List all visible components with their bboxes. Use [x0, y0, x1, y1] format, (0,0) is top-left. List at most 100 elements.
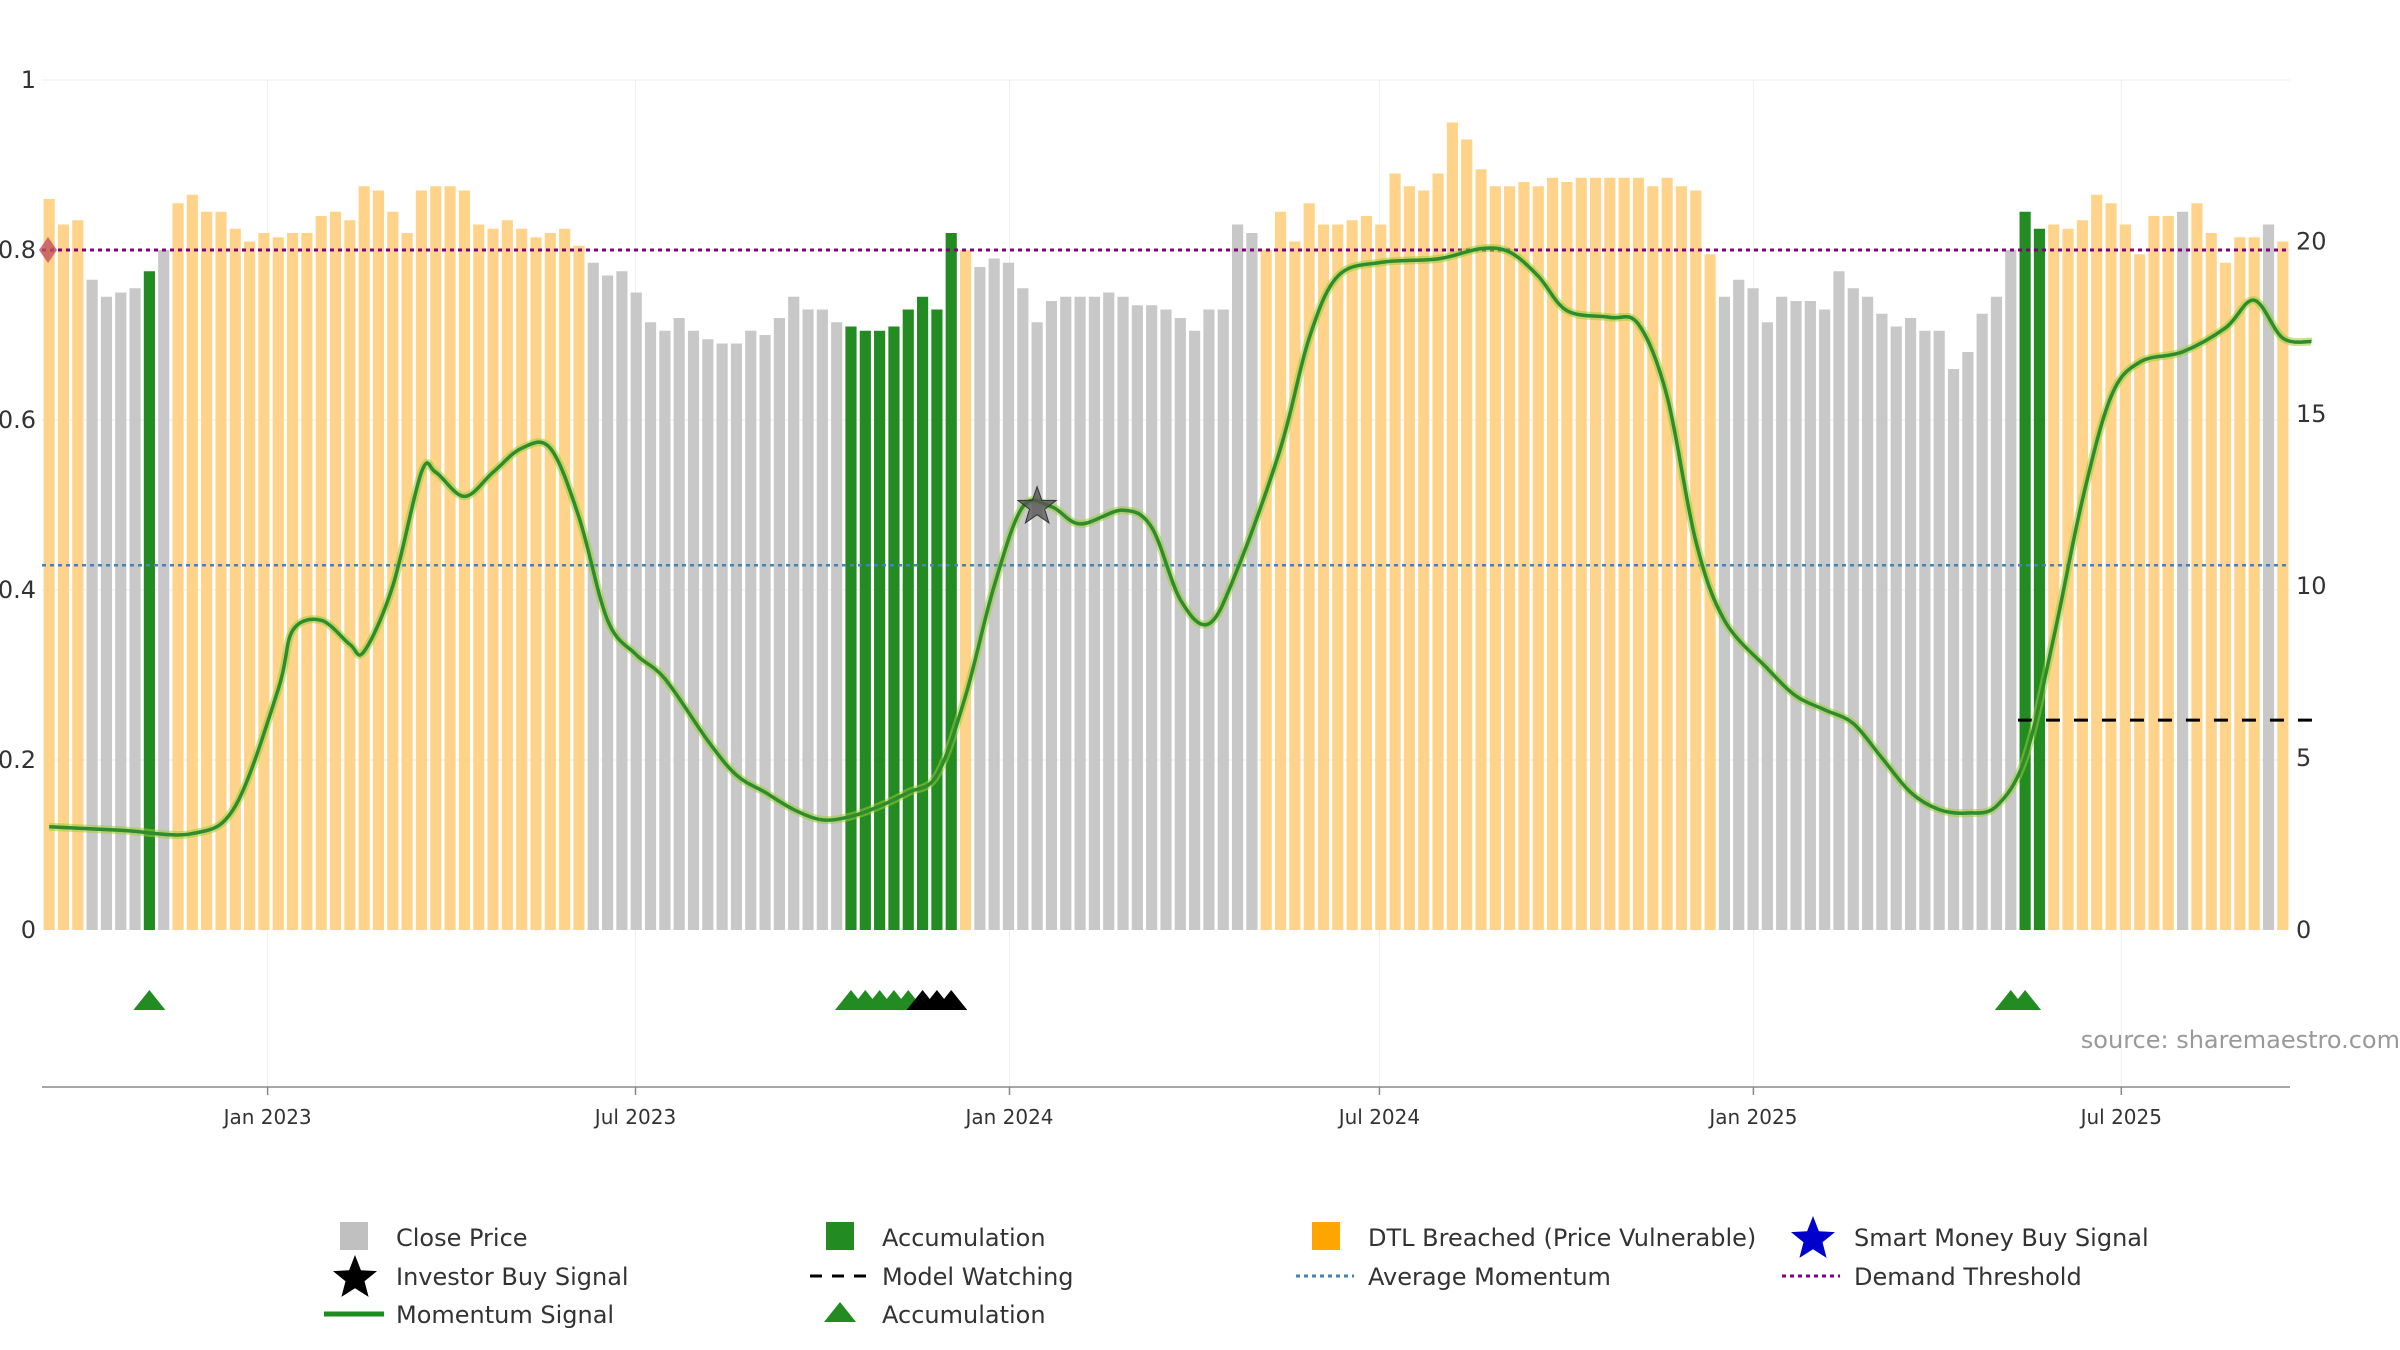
price-bar [1632, 177, 1645, 930]
price-bar [1675, 186, 1688, 930]
price-bar [1547, 177, 1559, 930]
price-bar [358, 186, 370, 930]
price-bar [1360, 216, 1373, 930]
price-bar [1776, 296, 1788, 930]
price-bar [759, 335, 771, 930]
x-axis-tick-label: Jan 2023 [222, 1105, 312, 1129]
price-bar [2033, 228, 2046, 930]
price-bar [716, 343, 728, 930]
legend-accumulation-triangle-icon [824, 1302, 856, 1322]
price-bar [2162, 216, 2174, 930]
price-bar [587, 262, 599, 930]
price-bar [1819, 309, 1831, 930]
price-bar [1518, 182, 1530, 930]
price-bar [129, 288, 141, 930]
price-bar [745, 330, 757, 930]
price-bar [959, 250, 972, 930]
price-bar [1146, 305, 1158, 930]
left-axis-tick-label: 0.6 [0, 406, 36, 434]
price-bar [1346, 220, 1358, 930]
price-bar [1890, 326, 1902, 930]
legend-investor-buy-label: Investor Buy Signal [396, 1263, 629, 1291]
price-bar [1990, 296, 2003, 930]
price-bar [2134, 254, 2146, 930]
price-bar [1461, 139, 1473, 930]
price-bar [1375, 224, 1387, 930]
price-bar [1060, 296, 1072, 930]
left-axis-tick-label: 0.8 [0, 236, 36, 264]
price-bar [115, 292, 127, 930]
price-bar [630, 292, 642, 930]
price-bar [945, 233, 957, 930]
x-axis-tick-label: Jan 2025 [1707, 1105, 1797, 1129]
price-bar [86, 279, 98, 930]
price-bar [258, 233, 270, 930]
price-bar [444, 186, 456, 930]
price-bar [1862, 296, 1874, 930]
price-bar [1919, 330, 1931, 930]
price-bar [802, 309, 814, 930]
x-axis-tick-label: Jan 2024 [963, 1105, 1053, 1129]
price-bar [601, 275, 614, 930]
price-bar [831, 322, 843, 930]
price-bar [344, 220, 356, 930]
price-bar [2248, 237, 2260, 930]
price-bar [888, 326, 900, 930]
price-bar [158, 250, 170, 930]
price-bar [1733, 279, 1745, 930]
price-bar [2234, 237, 2246, 930]
price-bar [1933, 330, 1945, 930]
price-bar [2219, 262, 2232, 930]
price-bar [974, 267, 986, 930]
price-bar [1131, 305, 1143, 930]
price-bar [1174, 318, 1186, 930]
price-bar [1790, 301, 1802, 930]
left-axis-ticks: 0 0.2 0.4 0.6 0.8 1 [0, 66, 36, 944]
price-bar [201, 211, 213, 930]
accumulation-triangle-icon [133, 990, 166, 1010]
price-bar [1589, 177, 1602, 930]
price-bar [1189, 330, 1201, 930]
price-bar [2177, 211, 2189, 930]
price-bar [415, 190, 428, 930]
price-bar [272, 237, 284, 930]
price-bar [458, 190, 470, 930]
price-bar [616, 271, 628, 930]
legend-accumulation-bar-label: Accumulation [882, 1224, 1046, 1252]
price-bar [788, 296, 800, 930]
price-bar [1604, 177, 1616, 930]
price-bar [1561, 182, 1573, 930]
legend: Close Price Accumulation DTL Breached (P… [324, 1216, 2149, 1329]
price-bar [72, 220, 84, 930]
price-bar [1833, 271, 1845, 930]
legend-accumulation-bar-swatch [826, 1222, 854, 1250]
price-bar [1647, 186, 1659, 930]
price-bar [387, 211, 399, 930]
price-bar [1489, 186, 1501, 930]
price-bar [1690, 190, 1702, 930]
price-bar [1103, 292, 1115, 930]
price-bar [2277, 241, 2289, 930]
price-bar [702, 339, 714, 930]
left-axis-tick-label: 0 [21, 916, 36, 944]
price-bar [1317, 224, 1330, 930]
price-bar [1217, 309, 1229, 930]
price-bar [1876, 313, 1888, 930]
left-axis-tick-label: 1 [21, 66, 36, 94]
legend-dtl-breached-label: DTL Breached (Price Vulnerable) [1368, 1224, 1756, 1252]
price-bar [1904, 318, 1917, 930]
price-bar [1418, 190, 1430, 930]
price-bar [1532, 186, 1544, 930]
x-axis-tick-label: Jul 2024 [1337, 1105, 1420, 1129]
price-bar [1088, 296, 1100, 930]
price-bar [1661, 177, 1673, 930]
right-axis-tick-label: 20 [2296, 228, 2327, 256]
x-axis-tick-label: Jul 2023 [593, 1105, 676, 1129]
x-axis-tick-label: Jul 2025 [2079, 1105, 2162, 1129]
price-bar [1747, 288, 1759, 930]
price-bar [816, 309, 828, 930]
price-bar [1947, 369, 1960, 930]
price-bar [673, 318, 685, 930]
price-bar [1045, 301, 1058, 930]
